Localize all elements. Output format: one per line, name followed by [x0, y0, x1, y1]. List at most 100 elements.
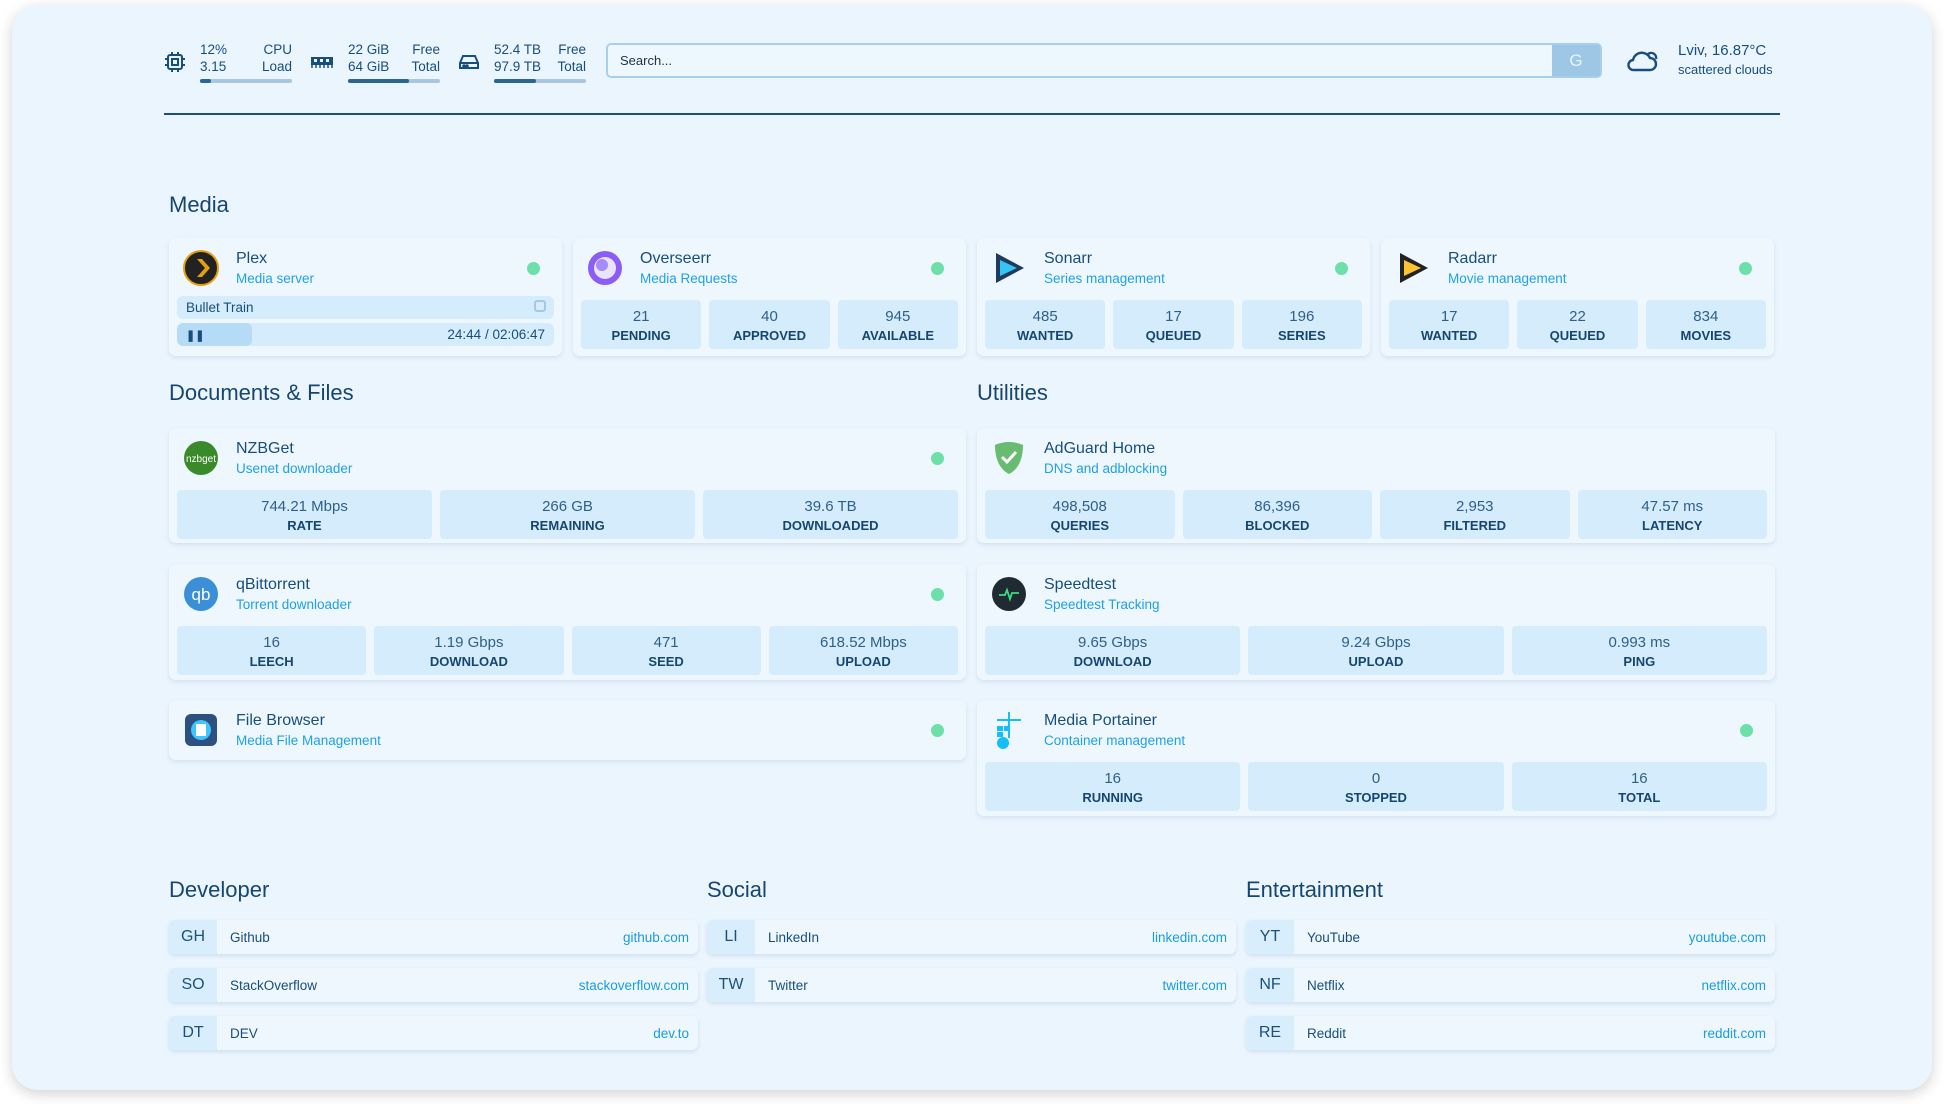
- service-name: Sonarr: [1044, 250, 1093, 267]
- sonarr-icon: [991, 250, 1027, 286]
- bookmark-name: DEV: [230, 1025, 258, 1041]
- stat-value: 1.19 Gbps: [434, 634, 504, 651]
- bookmark-reddit[interactable]: RE Reddit reddit.com: [1246, 1016, 1775, 1050]
- section-documents: Documents & Files: [169, 380, 354, 405]
- stat-value: 498,508: [1052, 498, 1107, 515]
- bookmark-url[interactable]: twitter.com: [1162, 977, 1227, 993]
- bookmark-name: Twitter: [768, 977, 808, 993]
- file-browser-card[interactable]: File Browser Media File Management: [169, 700, 966, 760]
- status-dot: [931, 588, 944, 601]
- stat-value: 196: [1289, 308, 1315, 325]
- section-developer: Developer: [169, 877, 270, 902]
- adguard-home-icon: [991, 440, 1027, 476]
- stat-label: LEECH: [249, 654, 294, 669]
- cpu-widget: 12% CPU 3.15 Load: [164, 41, 292, 83]
- stat-value: 471: [653, 634, 679, 651]
- service-name: Radarr: [1448, 250, 1497, 267]
- bookmark-netflix[interactable]: NF Netflix netflix.com: [1246, 968, 1775, 1002]
- stat-label: RATE: [287, 518, 322, 533]
- stat-value: 39.6 TB: [804, 498, 857, 515]
- service-name: NZBGet: [236, 440, 294, 457]
- bookmark-github[interactable]: GH Github github.com: [169, 920, 698, 954]
- service-desc: Torrent downloader: [236, 597, 352, 612]
- bookmark-url[interactable]: youtube.com: [1688, 929, 1766, 945]
- nzbget-card[interactable]: nzbget NZBGet Usenet downloader 744.21 Mb…: [169, 428, 966, 543]
- overseerr-card[interactable]: Overseerr Media Requests 21 PENDING 40 APPRO…: [573, 238, 966, 356]
- service-desc: Media Requests: [640, 271, 738, 286]
- media-portainer-card[interactable]: Media Portainer Container management 16 RU…: [977, 700, 1775, 816]
- section-entertainment: Entertainment: [1246, 877, 1383, 902]
- bookmark-url[interactable]: linkedin.com: [1151, 929, 1227, 945]
- bookmark-name: Netflix: [1307, 977, 1345, 993]
- cloud-icon: [1627, 51, 1658, 71]
- bookmark-url[interactable]: stackoverflow.com: [578, 977, 689, 993]
- stat-block: 39.6 TB DOWNLOADED: [703, 490, 958, 539]
- stat-block: 40 APPROVED: [709, 300, 830, 349]
- qbittorrent-icon: qb: [183, 576, 219, 612]
- weather-temp: Lviv, 16.87°C: [1678, 42, 1767, 59]
- bookmark-url[interactable]: netflix.com: [1701, 977, 1766, 993]
- service-name: Media Portainer: [1044, 712, 1157, 729]
- bookmark-url[interactable]: github.com: [622, 929, 689, 945]
- bookmark-url[interactable]: reddit.com: [1702, 1025, 1766, 1041]
- memory-free: 22 GiB: [348, 42, 390, 57]
- status-dot: [1740, 724, 1753, 737]
- service-desc: Series management: [1044, 271, 1165, 286]
- stat-value: 16: [263, 634, 280, 651]
- stat-value: 17: [1440, 308, 1458, 325]
- disk-icon: [459, 55, 479, 69]
- stat-label: LATENCY: [1642, 518, 1703, 533]
- search-engine-button[interactable]: G: [1552, 45, 1600, 76]
- bookmark-abbr: DT: [169, 1016, 217, 1050]
- bookmark-twitter[interactable]: TW Twitter twitter.com: [707, 968, 1236, 1002]
- bookmark-name: Reddit: [1307, 1025, 1347, 1041]
- qbittorrent-card[interactable]: qb qBittorrent Torrent downloader 16 LEECH…: [169, 564, 966, 680]
- bookmark-name: Github: [230, 929, 270, 945]
- cpu-bar: [200, 79, 292, 83]
- bookmark-url[interactable]: dev.to: [653, 1025, 689, 1041]
- now-playing-title: Bullet Train: [186, 300, 254, 315]
- stat-value: 485: [1032, 308, 1058, 325]
- weather-widget[interactable]: Lviv, 16.87°C scattered clouds: [1626, 42, 1773, 77]
- stat-label: UPLOAD: [835, 654, 891, 669]
- stat-label: QUEUED: [1549, 328, 1606, 343]
- stat-block: 9.24 Gbps UPLOAD: [1248, 626, 1504, 675]
- service-name: qBittorrent: [236, 576, 310, 593]
- stat-value: 9.24 Gbps: [1341, 634, 1411, 651]
- stat-label: REMAINING: [530, 518, 605, 533]
- stat-label: PING: [1623, 654, 1656, 669]
- playback-bar[interactable]: ❚❚ 24:44 / 02:06:47: [177, 323, 554, 346]
- disk-bar: [494, 79, 586, 83]
- stat-label: FILTERED: [1443, 518, 1507, 533]
- speedtest-card[interactable]: Speedtest Speedtest Tracking 9.65 Gbps DOW…: [977, 564, 1775, 680]
- speedtest-icon: [991, 576, 1027, 612]
- memory-icon: [311, 57, 333, 68]
- stat-value: 47.57 ms: [1641, 498, 1704, 515]
- service-desc: Movie management: [1448, 271, 1567, 286]
- stat-label: AVAILABLE: [861, 328, 935, 343]
- radarr-card[interactable]: Radarr Movie management 17 WANTED 22 QUEUED 8…: [1381, 238, 1774, 356]
- total-label: Total: [411, 59, 440, 74]
- stat-label: QUERIES: [1050, 518, 1109, 533]
- stat-value: 0: [1371, 770, 1381, 787]
- bookmark-youtube[interactable]: YT YouTube youtube.com: [1246, 920, 1775, 954]
- bookmark-stackoverflow[interactable]: SO StackOverflow stackoverflow.com: [169, 968, 698, 1002]
- search-input[interactable]: Search... G: [606, 43, 1602, 78]
- bookmark-abbr: NF: [1246, 968, 1294, 1002]
- adguard-home-card[interactable]: AdGuard Home DNS and adblocking 498,508 QU…: [977, 428, 1775, 543]
- bookmark-name: StackOverflow: [230, 977, 318, 993]
- sonarr-card[interactable]: Sonarr Series management 485 WANTED 17 QUEUE…: [977, 238, 1370, 356]
- disk-widget: 52.4 TB Free 97.9 TB Total: [458, 41, 586, 83]
- stat-block: 47.57 ms LATENCY: [1577, 490, 1767, 539]
- stat-label: DOWNLOAD: [1073, 654, 1152, 669]
- plex-card[interactable]: Plex Media server Bullet Train ❚❚ 24:44 / …: [169, 238, 562, 356]
- stat-block: 16 RUNNING: [985, 762, 1241, 811]
- pause-icon[interactable]: ❚❚: [186, 330, 205, 342]
- memory-widget: 22 GiB Free 64 GiB Total: [310, 41, 440, 83]
- stat-value: 16: [1630, 770, 1648, 787]
- bookmark-abbr: YT: [1246, 920, 1294, 954]
- stat-block: 471 SEED: [571, 626, 761, 675]
- bookmark-dev[interactable]: DT DEV dev.to: [169, 1016, 698, 1050]
- stat-value: 0.993 ms: [1608, 634, 1671, 651]
- bookmark-linkedin[interactable]: LI LinkedIn linkedin.com: [707, 920, 1236, 954]
